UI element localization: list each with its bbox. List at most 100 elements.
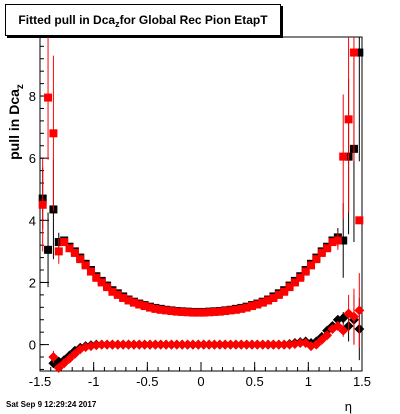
y-tick-label: 8 bbox=[29, 89, 36, 104]
data-point bbox=[81, 261, 90, 270]
data-point bbox=[112, 339, 123, 350]
data-point bbox=[221, 307, 230, 316]
x-tick-label: -1 bbox=[88, 374, 100, 389]
data-point bbox=[333, 236, 342, 245]
chart-title-subscript: z bbox=[115, 19, 120, 29]
data-point bbox=[59, 358, 70, 369]
data-point bbox=[102, 339, 113, 350]
data-point bbox=[145, 339, 156, 350]
y-tick-label: 0 bbox=[29, 338, 36, 353]
data-point bbox=[86, 267, 95, 276]
data-point bbox=[344, 115, 353, 124]
data-point bbox=[97, 278, 106, 287]
chart-title-rest: for Global Rec Pion EtapT bbox=[119, 13, 268, 27]
data-point bbox=[338, 325, 349, 336]
x-tick-label: 0.5 bbox=[246, 374, 264, 389]
data-point bbox=[258, 298, 267, 307]
data-point bbox=[167, 307, 176, 316]
data-point bbox=[355, 48, 364, 57]
data-point bbox=[323, 244, 332, 253]
data-point bbox=[146, 303, 155, 312]
data-point bbox=[355, 216, 364, 225]
data-point bbox=[247, 302, 256, 311]
data-point bbox=[162, 306, 171, 315]
data-point bbox=[166, 339, 177, 350]
data-point bbox=[118, 339, 129, 350]
data-point bbox=[332, 320, 343, 331]
data-point bbox=[204, 339, 215, 350]
data-point bbox=[193, 339, 204, 350]
data-point bbox=[92, 273, 101, 282]
data-point bbox=[253, 300, 262, 309]
data-point bbox=[264, 296, 273, 305]
x-tick-label: -0.5 bbox=[136, 374, 158, 389]
data-point bbox=[290, 278, 299, 287]
chart-title-box: Fitted pull in Dca z for Global Rec Pion … bbox=[5, 4, 281, 36]
data-point bbox=[129, 298, 138, 307]
data-point bbox=[156, 305, 165, 314]
data-point bbox=[103, 283, 112, 292]
data-point bbox=[96, 339, 107, 350]
data-point bbox=[187, 339, 198, 350]
data-point bbox=[38, 200, 47, 209]
data-point bbox=[124, 296, 133, 305]
y-axis-label: pull in Dcaz bbox=[6, 84, 26, 160]
data-point bbox=[209, 339, 220, 350]
data-point bbox=[70, 248, 79, 257]
data-point bbox=[257, 339, 268, 350]
y-tick-label: 6 bbox=[29, 151, 36, 166]
data-point bbox=[317, 248, 326, 257]
data-point bbox=[155, 339, 166, 350]
data-point bbox=[295, 338, 306, 349]
data-point bbox=[285, 283, 294, 292]
data-point bbox=[64, 353, 75, 364]
x-axis-label: η bbox=[345, 399, 352, 414]
data-marks bbox=[38, 37, 365, 373]
data-point bbox=[44, 245, 53, 254]
data-point bbox=[113, 290, 122, 299]
data-point bbox=[241, 339, 252, 350]
data-point bbox=[210, 307, 219, 316]
data-point bbox=[54, 247, 63, 256]
axes: -1.5 -1 -0.5 0 0.5 1 1.5 0 2 4 6 8 bbox=[29, 36, 371, 389]
data-point bbox=[161, 339, 172, 350]
data-point bbox=[183, 308, 192, 317]
data-point bbox=[69, 348, 80, 359]
data-point bbox=[312, 255, 321, 264]
data-point bbox=[205, 308, 214, 317]
data-point bbox=[301, 267, 310, 276]
data-point bbox=[338, 313, 349, 324]
data-point bbox=[268, 339, 279, 350]
data-point bbox=[354, 305, 365, 316]
data-point bbox=[172, 307, 181, 316]
data-point bbox=[316, 334, 327, 345]
data-point bbox=[123, 339, 134, 350]
data-point bbox=[188, 308, 197, 317]
data-point bbox=[311, 339, 322, 350]
data-point bbox=[280, 287, 289, 296]
data-point bbox=[134, 339, 145, 350]
data-point bbox=[225, 339, 236, 350]
data-point bbox=[252, 339, 263, 350]
series-square-red bbox=[38, 37, 364, 317]
data-point bbox=[274, 290, 283, 299]
x-tick-label: 1.5 bbox=[353, 374, 371, 389]
data-point bbox=[140, 302, 149, 311]
axis-labels: pull in Dcaz η bbox=[6, 84, 352, 414]
y-tick-label: 2 bbox=[29, 275, 36, 290]
x-tick-label: 0 bbox=[197, 374, 204, 389]
data-point bbox=[220, 339, 231, 350]
data-point bbox=[60, 238, 69, 247]
series-diamond-red bbox=[48, 273, 365, 373]
plot-frame bbox=[39, 36, 363, 372]
data-point bbox=[269, 293, 278, 302]
data-point bbox=[194, 308, 203, 317]
data-point bbox=[177, 339, 188, 350]
data-point bbox=[279, 339, 290, 350]
y-axis-label-subscript: z bbox=[15, 84, 26, 89]
data-point bbox=[226, 306, 235, 315]
data-point bbox=[215, 307, 224, 316]
series-diamond-black bbox=[48, 294, 365, 369]
y-axis-label-main: pull in Dca bbox=[6, 89, 22, 160]
data-point bbox=[322, 330, 333, 341]
